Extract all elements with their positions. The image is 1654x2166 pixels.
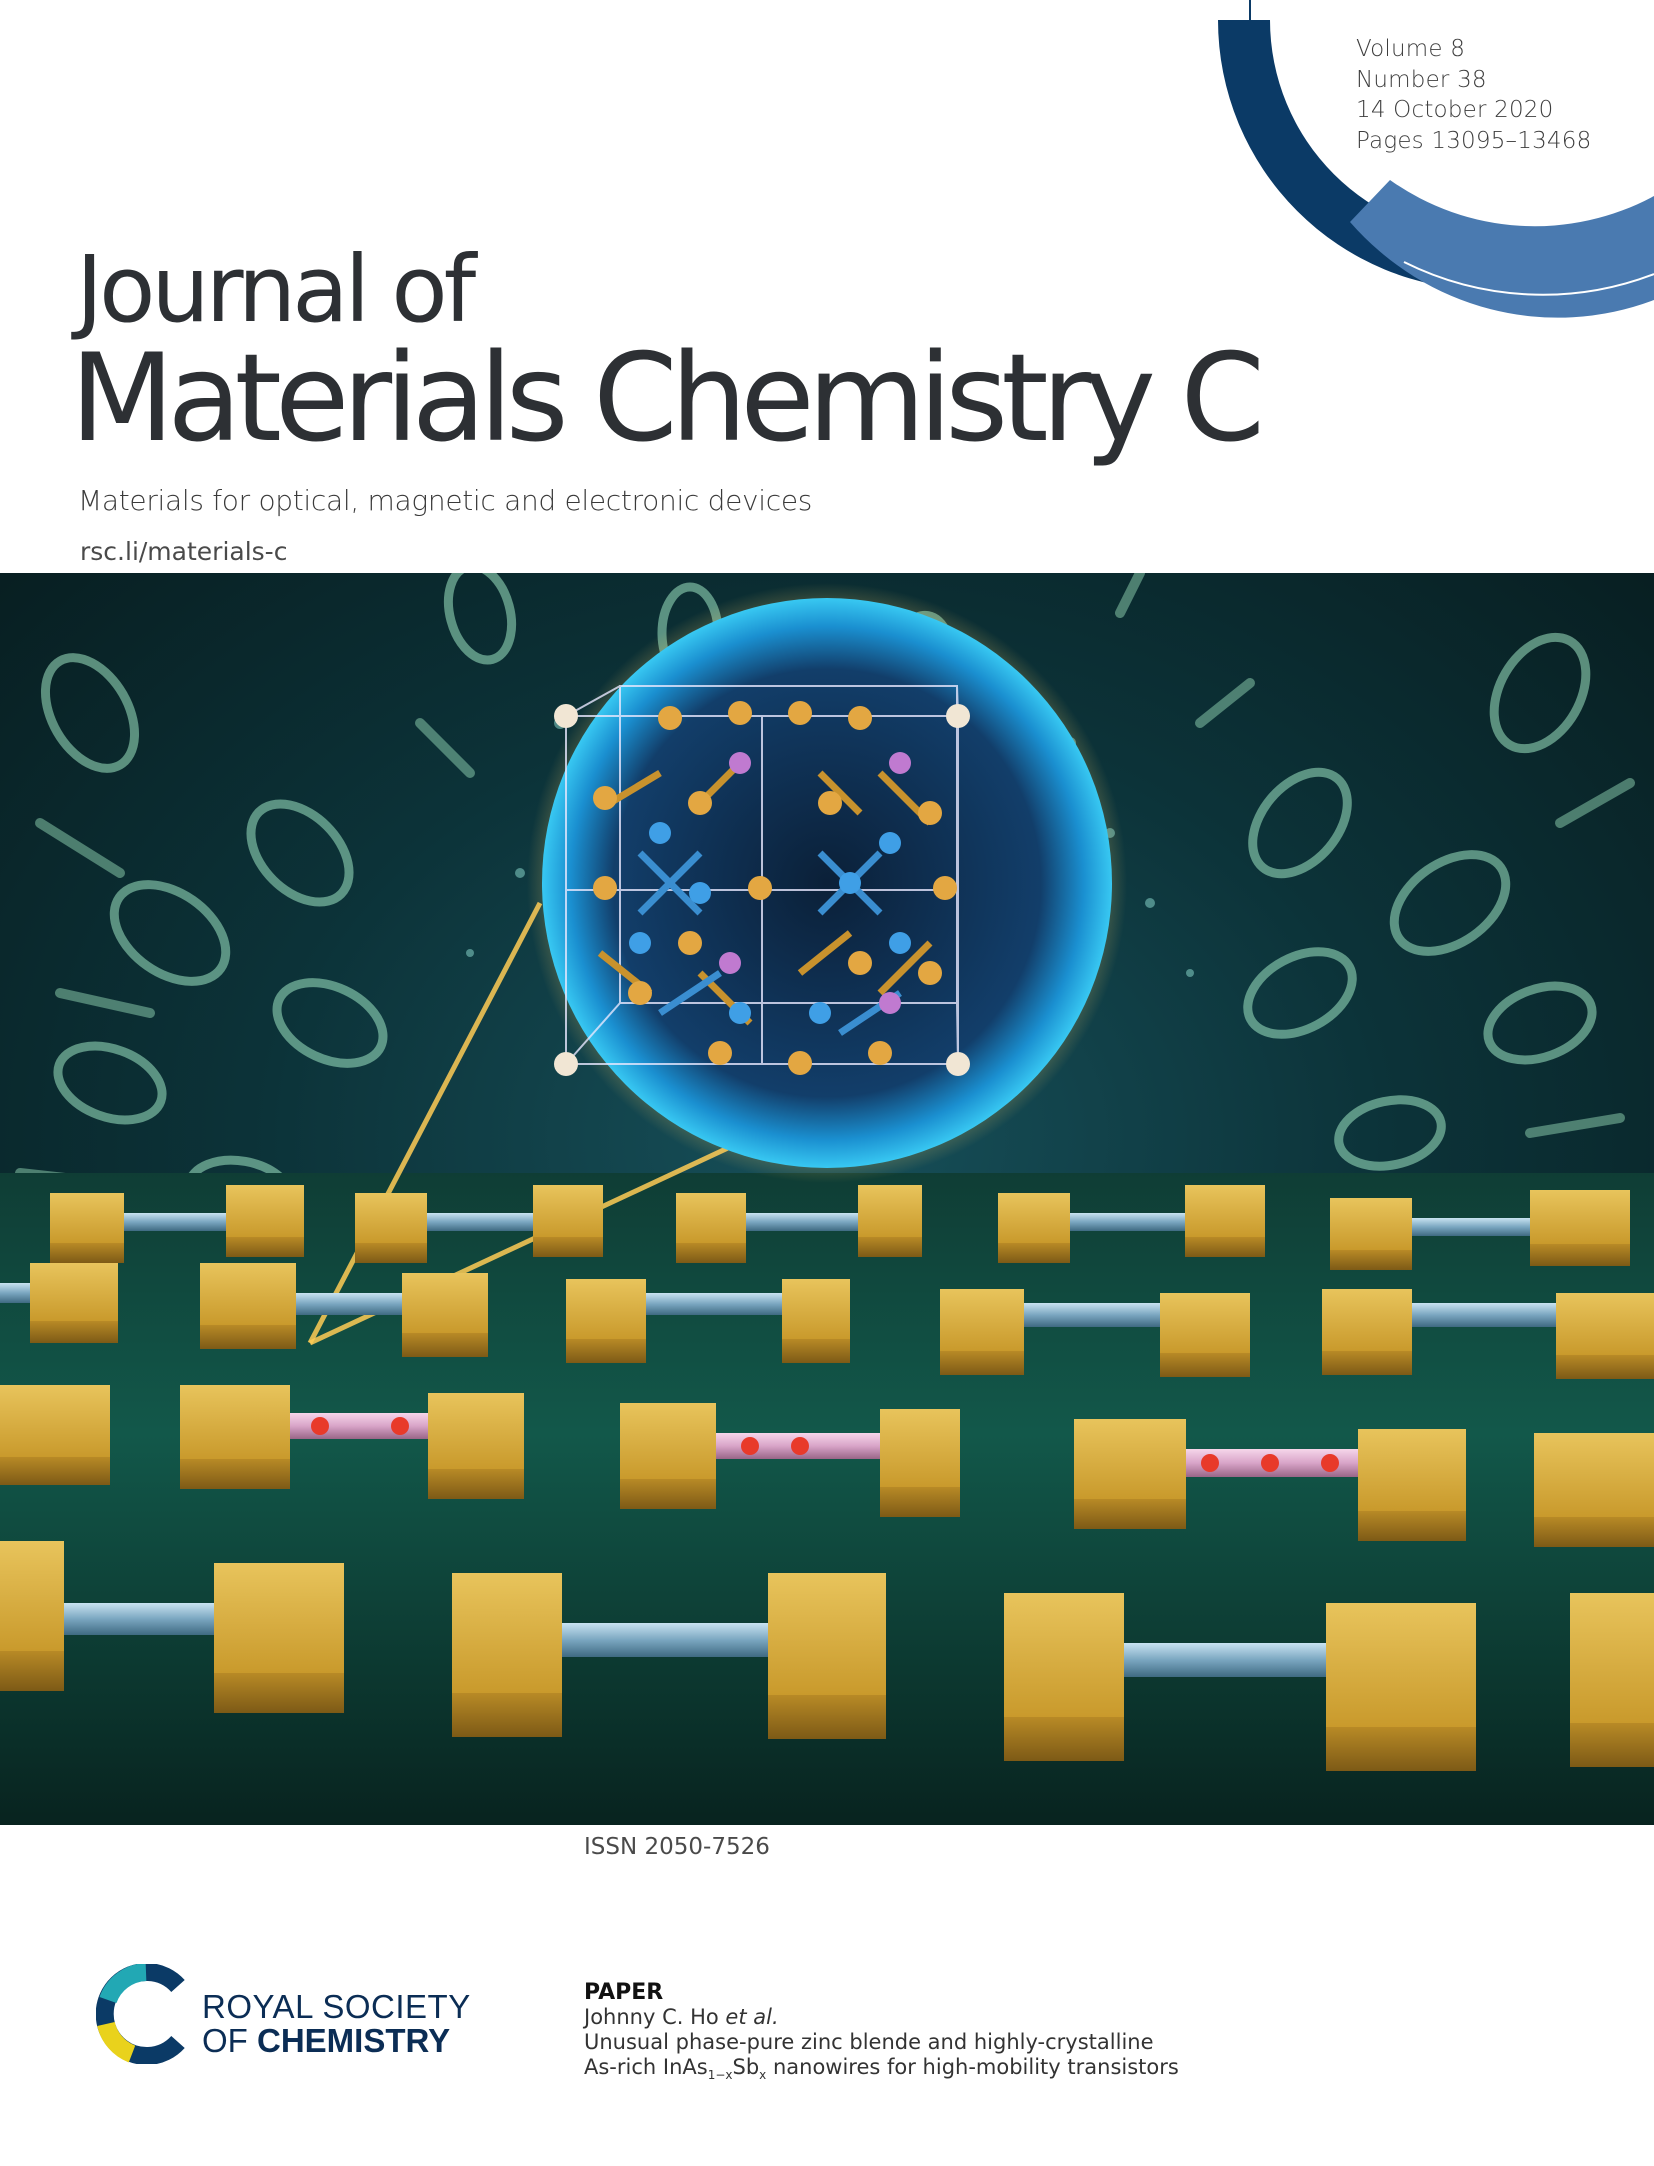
decorative-arc <box>1218 0 1654 318</box>
journal-title-line1: Journal of <box>76 236 476 343</box>
publisher-name: ROYAL SOCIETY OF CHEMISTRY <box>202 1990 471 2058</box>
cover-artwork <box>0 573 1654 1825</box>
paper-title-sub2: x <box>759 2068 767 2083</box>
issn-text: ISSN 2050-7526 <box>584 1834 770 1860</box>
journal-url[interactable]: rsc.li/materials-c <box>80 537 288 566</box>
publisher-name-line2-bold: CHEMISTRY <box>257 2022 451 2059</box>
paper-title-sub1: 1−x <box>707 2068 733 2083</box>
paper-et-al: et al. <box>725 2005 779 2029</box>
paper-label: PAPER <box>584 1980 664 2005</box>
journal-title-line2: Materials Chemistry C <box>70 328 1265 469</box>
paper-title-line2-c: nanowires for high-mobility transistors <box>766 2055 1179 2079</box>
paper-title-line2-b: Sb <box>732 2055 760 2079</box>
publisher-name-line1: ROYAL SOCIETY <box>202 1988 471 2025</box>
issue-info: Volume 8 Number 38 14 October 2020 Pages… <box>1356 34 1591 156</box>
transistor-array <box>0 1185 1654 1771</box>
paper-title-line2: As-rich InAs1−xSbx nanowires for high-mo… <box>584 2055 1179 2088</box>
number-text: Number 38 <box>1356 66 1487 93</box>
paper-title-line2-a: As-rich InAs <box>584 2055 708 2079</box>
journal-subtitle: Materials for optical, magnetic and elec… <box>78 484 813 517</box>
publisher-name-line2-prefix: OF <box>202 2022 248 2059</box>
volume-text: Volume 8 <box>1356 36 1466 62</box>
pages-text: Pages 13095–13468 <box>1356 127 1592 154</box>
paper-title-line1: Unusual phase-pure zinc blende and highl… <box>584 2030 1154 2054</box>
rsc-logo-icon <box>96 1964 185 2064</box>
featured-paper: PAPER Johnny C. Ho et al. Unusual phase-… <box>584 1980 1179 2088</box>
paper-authors: Johnny C. Ho <box>584 2005 719 2029</box>
date-text: 14 October 2020 <box>1356 97 1554 123</box>
